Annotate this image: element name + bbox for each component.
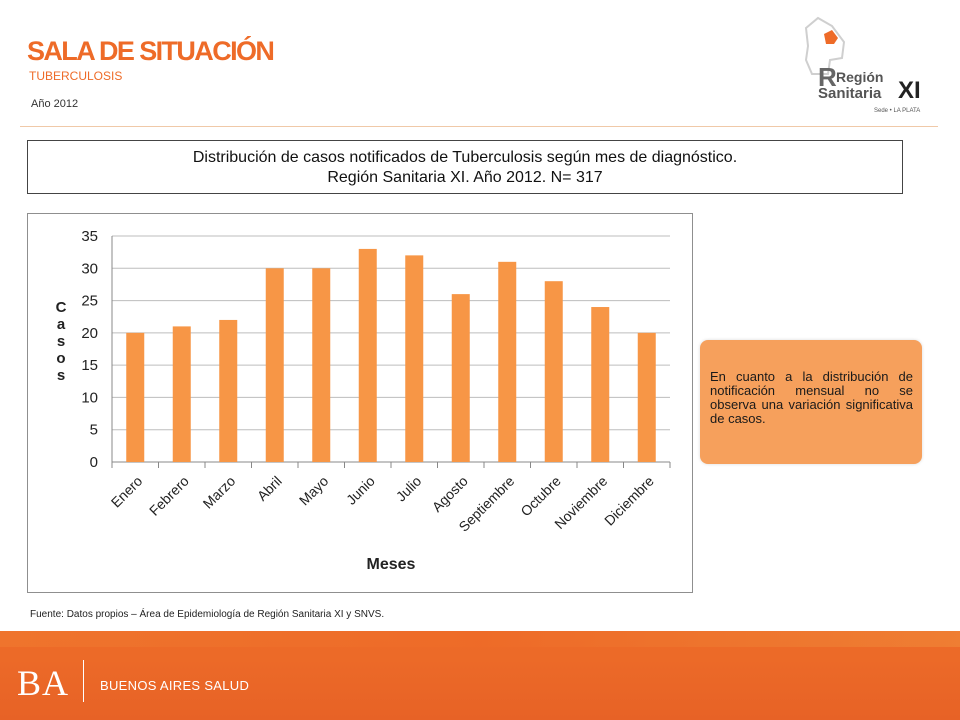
y-tick-label: 30 bbox=[81, 260, 98, 277]
logo-line2: Sanitaria bbox=[818, 85, 882, 102]
x-tick-label: Enero bbox=[108, 473, 146, 511]
bar bbox=[451, 294, 470, 462]
footer-label: BUENOS AIRES SALUD bbox=[100, 678, 250, 693]
bar bbox=[172, 326, 191, 462]
x-tick-label: Mayo bbox=[296, 473, 332, 509]
y-tick-label: 15 bbox=[81, 357, 98, 374]
y-tick-label: 25 bbox=[81, 293, 98, 310]
x-tick-label: Agosto bbox=[429, 473, 471, 515]
page-subtitle: TUBERCULOSIS bbox=[29, 69, 123, 83]
ba-logo: BA bbox=[17, 663, 70, 703]
chart-title: Distribución de casos notificados de Tub… bbox=[27, 140, 903, 194]
y-tick-label: 0 bbox=[90, 454, 98, 471]
bar bbox=[265, 268, 284, 462]
bar bbox=[358, 248, 377, 462]
bar bbox=[591, 307, 610, 462]
y-tick-label: 35 bbox=[81, 228, 98, 245]
bar bbox=[498, 261, 517, 462]
logo-numeral: XI bbox=[898, 77, 921, 104]
footer-divider bbox=[83, 660, 84, 702]
source-note: Fuente: Datos propios – Área de Epidemio… bbox=[30, 609, 385, 620]
bar bbox=[637, 332, 656, 462]
logo-r-letter: R bbox=[818, 62, 837, 92]
x-tick-label: Abril bbox=[254, 473, 285, 504]
x-tick-label: Diciembre bbox=[601, 473, 657, 529]
x-tick-label: Febrero bbox=[146, 473, 192, 519]
bar bbox=[405, 255, 424, 462]
bar-chart: 0 5 10 15 20 25 30 35 Enero Febrero Marzo Abril Mayo… bbox=[56, 228, 671, 573]
logo-tagline: Sede • LA PLATA bbox=[874, 108, 920, 114]
x-tick-label: Octubre bbox=[517, 473, 564, 520]
logo-line1: Región bbox=[836, 69, 883, 85]
bar bbox=[126, 332, 145, 462]
footer-highlight bbox=[0, 631, 960, 647]
x-tick-label: Junio bbox=[343, 473, 378, 508]
bar bbox=[312, 268, 331, 462]
region-logo: R Región Sanitaria XI Sede • LA PLATA bbox=[804, 16, 921, 114]
x-axis-label: Meses bbox=[367, 556, 416, 573]
y-tick-label: 5 bbox=[90, 422, 98, 439]
year-label: Año 2012 bbox=[31, 98, 79, 110]
y-tick-label: 10 bbox=[81, 389, 98, 406]
header-divider bbox=[20, 126, 938, 127]
province-map-icon bbox=[804, 16, 846, 75]
chart-title-line2: Región Sanitaria XI. Año 2012. N= 317 bbox=[327, 169, 603, 186]
bar bbox=[219, 319, 238, 462]
x-tick-label: Julio bbox=[393, 473, 425, 505]
x-tick-label: Marzo bbox=[200, 473, 239, 512]
chart-title-line1: Distribución de casos notificados de Tub… bbox=[192, 149, 738, 166]
bar bbox=[544, 281, 563, 462]
note-callout: En cuanto a la distribución de notificac… bbox=[700, 340, 922, 464]
chart-frame: 0 5 10 15 20 25 30 35 Enero Febrero Marzo Abril Mayo… bbox=[27, 213, 693, 593]
page-title: SALA DE SITUACIÓN bbox=[27, 36, 275, 66]
y-tick-label: 20 bbox=[81, 325, 98, 342]
